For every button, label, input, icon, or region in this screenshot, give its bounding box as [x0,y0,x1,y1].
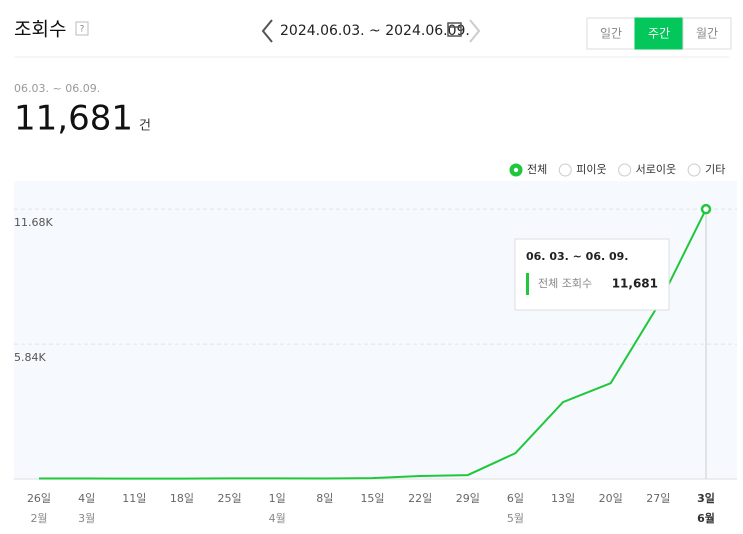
radio[interactable] [687,163,701,177]
total-unit: 건 [139,119,151,134]
x-tick-label: 29일 [456,491,480,505]
legend-label[interactable]: 전체 [527,163,547,176]
tab-label[interactable]: 일간 [600,27,622,41]
tooltip-label: 전체 조회수 [538,277,592,290]
x-tick-label: 20일 [599,491,623,505]
month-label: 3월 [78,512,95,525]
total-value: 11,681 [14,99,133,139]
y-tick-label: 5.84K [14,351,46,364]
x-tick-label: 25일 [218,491,242,505]
y-tick-label: 11.68K [14,216,53,229]
tab-label[interactable]: 주간 [648,27,670,41]
x-tick-label: 13일 [551,491,575,505]
date-range: 2024.06.03. ~ 2024.06.09. [280,23,470,39]
month-label: 4월 [269,512,286,525]
help-mark[interactable]: ? [80,25,85,35]
x-tick-label: 1일 [269,491,286,505]
series-line [39,208,707,480]
tooltip-value: 11,681 [612,277,658,291]
x-tick-label: 18일 [170,491,194,505]
tab-label[interactable]: 월간 [696,27,718,41]
tooltip [514,238,670,311]
legend-label[interactable]: 피이웃 [576,163,606,176]
help-icon[interactable] [75,21,89,36]
tab[interactable] [682,17,732,50]
prev-arrow[interactable] [261,19,273,43]
tooltip-swatch [526,273,529,295]
tab[interactable] [586,17,636,50]
title: 조회수 [14,19,66,41]
radio[interactable] [618,163,632,177]
legend-label[interactable]: 서로이웃 [636,163,676,176]
highlight-point [700,203,712,215]
x-tick-label: 11일 [122,491,146,505]
month-label: 5월 [507,512,524,525]
next-arrow[interactable] [469,19,481,43]
radio[interactable] [558,163,572,177]
x-tick-label: 3일 [697,491,715,505]
legend-label[interactable]: 기타 [705,163,725,176]
tooltip-title: 06. 03. ~ 06. 09. [526,250,628,263]
x-tick-label: 8일 [316,491,333,505]
x-tick-label: 6일 [507,491,524,505]
period: 06.03. ~ 06.09. [14,82,100,95]
plot-area [14,181,737,479]
x-tick-label: 4일 [78,491,95,505]
month-label: 6월 [697,511,715,525]
tab[interactable] [634,17,684,50]
month-label: 2월 [30,512,47,525]
x-tick-label: 15일 [360,491,384,505]
radio-dot[interactable] [513,167,519,173]
x-tick-label: 27일 [646,491,670,505]
calendar-icon[interactable] [447,22,462,37]
x-tick-label: 22일 [408,491,432,505]
x-tick-label: 26일 [27,491,51,505]
